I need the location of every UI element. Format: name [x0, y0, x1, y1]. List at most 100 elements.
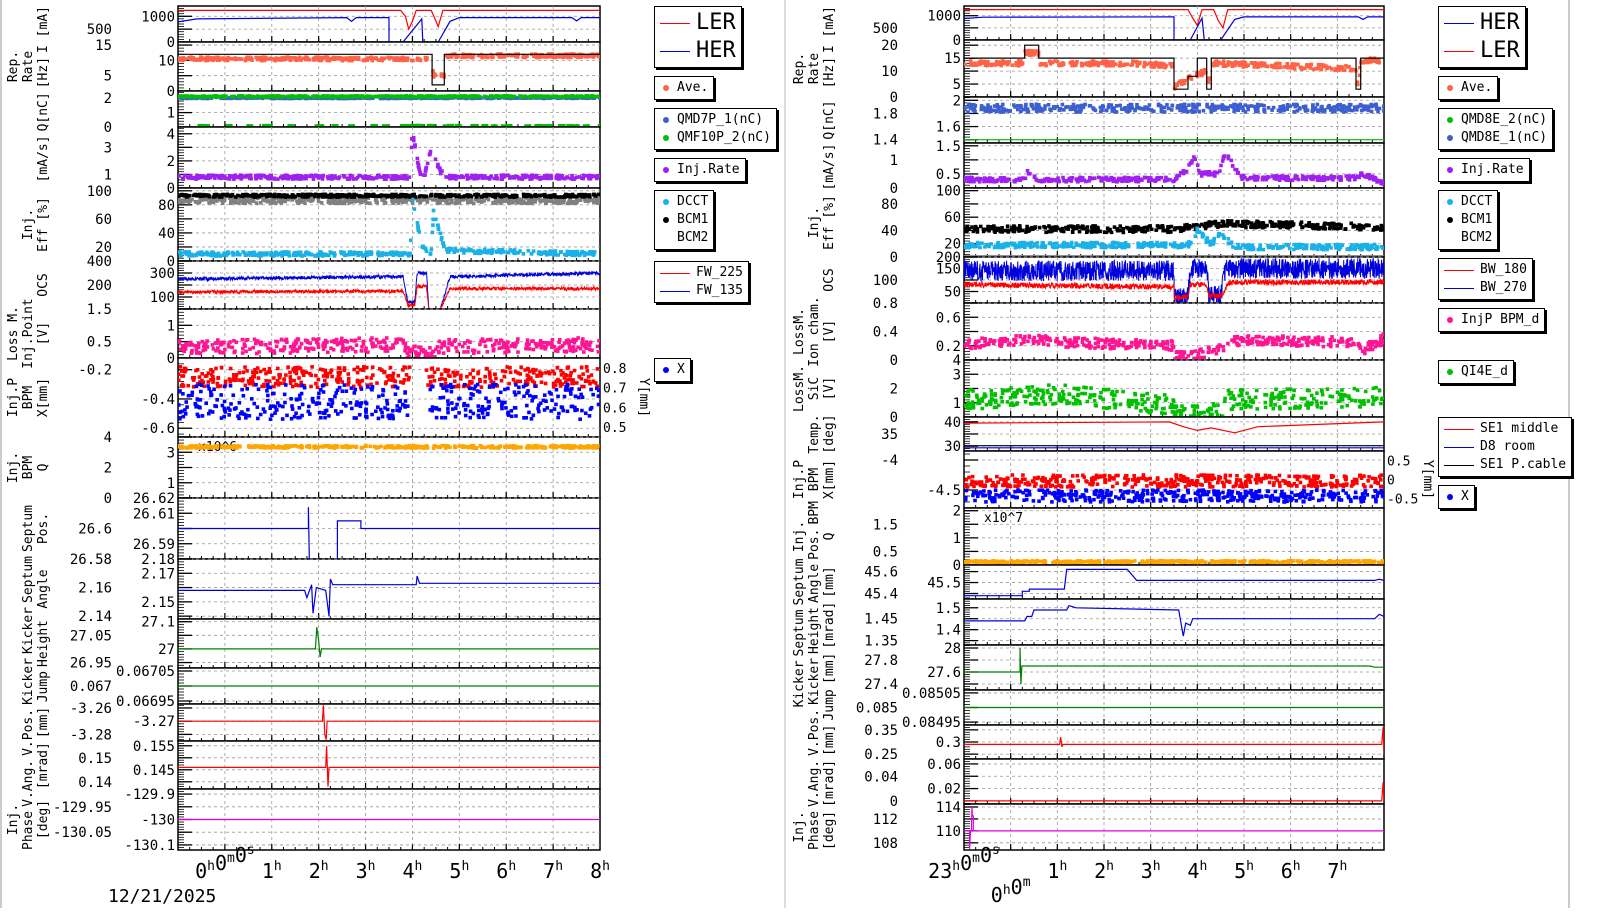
series-dcct-point: [394, 250, 398, 254]
series-loss-point: [333, 340, 337, 345]
series-x-point: [263, 410, 267, 414]
series-y-point: [201, 380, 206, 384]
series-x-point: [395, 408, 399, 412]
series-qmf10p-2-nc--point: [454, 94, 459, 99]
series-loss-point: [437, 339, 442, 344]
y-tick-label: 0: [104, 120, 112, 136]
series-x-point: [335, 388, 340, 393]
series-y-point: [243, 383, 248, 388]
series-ave--point: [312, 58, 316, 62]
y-axis-label: [Hz]: [36, 57, 51, 88]
series-qmf10p-2-low-point: [265, 123, 273, 127]
series-inj-rate-point: [403, 176, 408, 180]
series-y-point: [352, 367, 357, 372]
series-dcct-point: [467, 247, 472, 251]
series-x-point: [386, 414, 391, 419]
series-x-point: [533, 384, 537, 388]
series-dcct-point: [291, 253, 296, 258]
series-y-point: [489, 379, 494, 383]
series-ave--point: [201, 56, 206, 61]
series-inj-rate-point: [580, 176, 584, 180]
series-dcct-point: [495, 250, 499, 255]
series-bcm2-point: [597, 198, 600, 203]
series-ave--point: [525, 54, 529, 58]
series-inj-rate-point: [190, 176, 195, 181]
series-y-point: [264, 371, 268, 376]
series-dcct-point: [316, 254, 320, 258]
series-x-point: [568, 389, 573, 393]
series-inj-rate-point: [577, 175, 582, 179]
series-y-point: [519, 365, 523, 369]
series-ave--point: [464, 55, 468, 59]
series-inj-rate-point: [195, 176, 200, 181]
series-x-point: [330, 401, 335, 405]
series-dcct-point: [442, 244, 446, 249]
series-y-point: [294, 368, 299, 372]
series-y-point: [293, 366, 297, 370]
series-qmf10p-2-low-point: [225, 123, 233, 127]
series-loss-point: [546, 342, 550, 347]
series-inj-rate-point: [269, 173, 274, 178]
series-qmf10p-2-nc--point: [445, 95, 450, 99]
series-y-point: [178, 378, 181, 382]
series-x-point: [565, 409, 570, 414]
series-x-point: [240, 410, 244, 414]
series-qmf10p-2-nc--point: [408, 94, 413, 98]
series-bcm2-point: [279, 200, 284, 205]
series-inj-rate-point: [234, 175, 239, 179]
series-loss-point: [268, 347, 273, 351]
series-y-point: [552, 371, 557, 376]
series-dcct-point: [501, 250, 506, 254]
series-dcct-point: [211, 253, 215, 258]
series-inj-rate-point: [219, 176, 223, 181]
series-loss-point: [366, 350, 370, 354]
series-qmf10p-2-nc--point: [595, 94, 600, 99]
series-loss-point: [533, 341, 538, 346]
series-ave--point: [207, 55, 211, 60]
series-y-point: [364, 365, 369, 370]
series-y-point: [559, 373, 564, 377]
series-x-point: [268, 417, 273, 422]
series-inj-rate-point: [438, 168, 443, 172]
series-qmf10p-2-nc--point: [477, 94, 482, 99]
series-dcct-point: [420, 245, 425, 249]
series-loss-point: [364, 346, 368, 351]
series-y-point: [443, 368, 448, 372]
series-x-point: [319, 388, 323, 392]
series-x-point: [350, 406, 354, 411]
series-inj-rate-point: [329, 173, 334, 178]
series-inj-rate-point: [586, 176, 591, 180]
series-qmf10p-2-nc--point: [470, 94, 475, 99]
series-qmf10p-2-nc--point: [303, 94, 307, 98]
series-loss-point: [292, 344, 297, 348]
series-group: [178, 336, 600, 358]
series-bcm2-point: [306, 197, 311, 202]
series-bcm2-point: [538, 196, 542, 201]
series-inj-rate-point: [214, 173, 219, 178]
series-y-point: [534, 368, 538, 372]
series-qmf10p-2-nc--point: [293, 95, 298, 99]
series-y-point: [531, 367, 535, 372]
series-bcm1-point: [246, 193, 251, 198]
series-ave--point: [314, 55, 318, 60]
series-bcm2-point: [365, 201, 369, 205]
series-bcm1-point: [308, 192, 313, 197]
series-loss-point: [223, 347, 227, 352]
series-x-point: [561, 408, 566, 413]
series-inj-rate-point: [249, 176, 253, 181]
series-bcm2-point: [359, 198, 364, 203]
series-x-point: [589, 387, 593, 392]
series-dcct-point: [328, 250, 333, 254]
series-ave--point: [347, 58, 352, 63]
series-x-point: [298, 415, 302, 420]
series-bcm1-point: [206, 193, 211, 198]
series-ave--point: [198, 58, 203, 62]
series-x-point: [547, 390, 552, 395]
series-ave--point: [521, 55, 526, 60]
series-x-point: [446, 410, 450, 415]
series-ave--point: [588, 53, 592, 57]
series-x-point: [527, 410, 531, 415]
series-y-point: [190, 376, 195, 380]
